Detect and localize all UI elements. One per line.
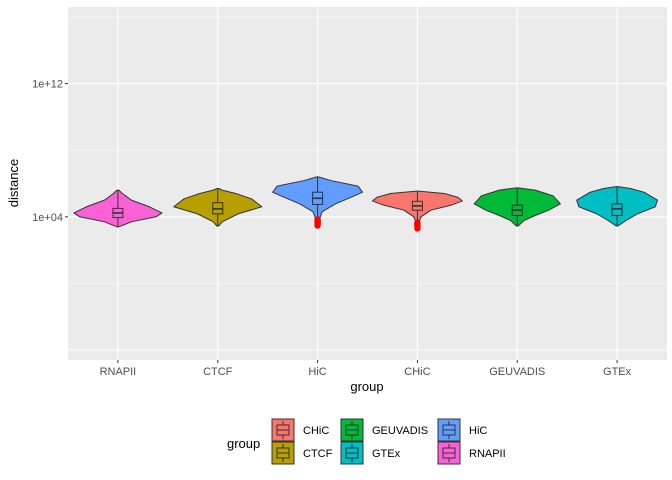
- outlier-point: [314, 216, 321, 223]
- legend-label: HiC: [469, 425, 487, 437]
- y-tick-label: 1e+04: [32, 212, 63, 224]
- outlier-point: [414, 219, 421, 226]
- violin-shape: [272, 176, 364, 223]
- x-axis-title: group: [350, 379, 383, 394]
- violin-hic: [272, 176, 364, 229]
- legend-key-geuvadis: GEUVADIS: [340, 418, 428, 442]
- legend-label: GTEx: [372, 448, 401, 460]
- violin-shape: [371, 190, 463, 226]
- legend-key-gtex: GTEx: [340, 441, 401, 465]
- box: [611, 203, 623, 216]
- legend-label: CHiC: [303, 425, 329, 437]
- x-tick-label: GTEx: [603, 366, 632, 378]
- y-axis-title: distance: [6, 159, 21, 207]
- x-tick-label: CHiC: [404, 366, 430, 378]
- violin-shape: [576, 186, 659, 227]
- violin-geuvadis: [473, 187, 561, 227]
- violin-rnapii: [73, 189, 163, 228]
- x-tick-label: GEUVADIS: [489, 366, 545, 378]
- violin-chic: [371, 190, 463, 232]
- legend-title: group: [227, 436, 260, 451]
- legend-key-ctcf: CTCF: [271, 441, 333, 465]
- x-tick-label: HiC: [308, 366, 326, 378]
- grid: [68, 7, 667, 360]
- legend-key-chic: CHiC: [271, 418, 329, 442]
- violin-ctcf: [173, 188, 263, 227]
- violins: [73, 176, 659, 232]
- legend-label: GEUVADIS: [372, 425, 428, 437]
- legend-key-hic: HiC: [437, 418, 487, 442]
- legend: group CHiC CTCF GEUVADIS GTEx HiC RNAPII: [227, 418, 506, 465]
- panel-background: [68, 7, 667, 360]
- x-axis: RNAPII CTCF HiC CHiC GEUVADIS GTEx: [100, 360, 632, 378]
- x-tick-label: CTCF: [203, 366, 233, 378]
- legend-key-rnapii: RNAPII: [437, 441, 506, 465]
- y-tick-label: 1e+12: [32, 79, 63, 91]
- violin-shape: [473, 187, 561, 227]
- violin-gtex: [576, 186, 659, 227]
- legend-label: CTCF: [303, 448, 333, 460]
- x-tick-label: RNAPII: [100, 366, 137, 378]
- y-axis: 1e+04 1e+12: [32, 79, 68, 224]
- violin-shape: [173, 188, 263, 227]
- legend-label: RNAPII: [469, 448, 506, 460]
